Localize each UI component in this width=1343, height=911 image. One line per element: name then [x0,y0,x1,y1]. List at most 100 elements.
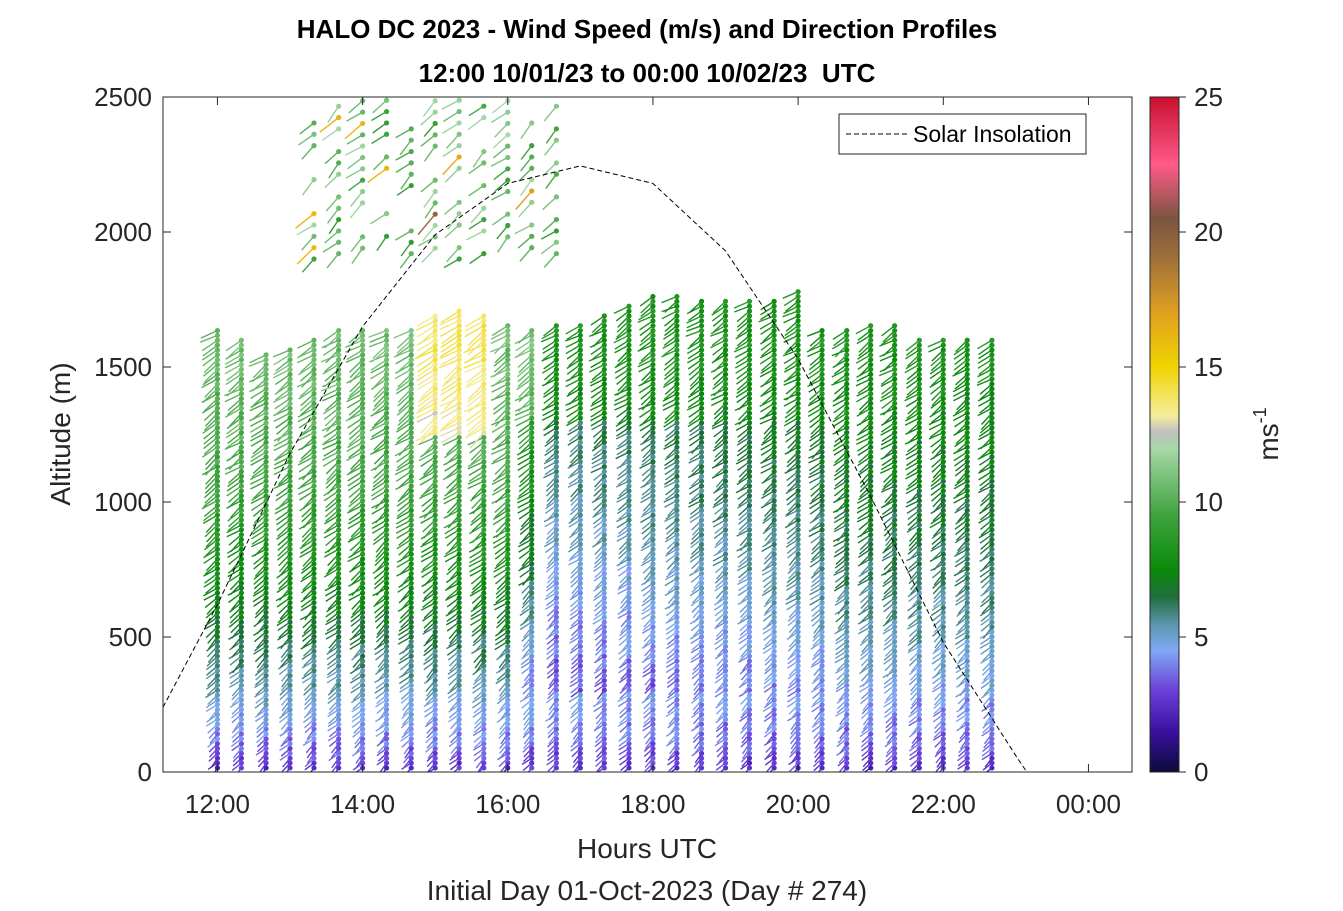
wind-barb-dot [674,595,680,601]
wind-barb-shaft [416,325,436,338]
wind-barb-dot [481,750,487,756]
wind-barb-shaft [518,432,533,445]
wind-barb-dot [601,741,607,747]
wind-barb-shaft [348,461,364,474]
wind-barb-dot [746,313,753,319]
wind-barb-dot [722,668,729,674]
wind-barb-dot [553,366,560,373]
wind-barb-shaft [204,461,218,476]
wind-barb-dot [771,357,777,363]
wind-barb-dot [505,750,511,756]
wind-barb-dot [626,687,632,693]
wind-barb-dot [626,726,632,732]
wind-barb-shaft [712,320,727,333]
wind-barb-dot [336,459,342,465]
wind-barb-dot [287,468,293,475]
wind-barb-dot [601,707,607,713]
wind-barb-shaft [347,475,363,487]
wind-barb-dot [360,415,366,421]
wind-barb-dot [553,434,560,441]
wind-barb-dot [553,381,560,387]
wind-barb-dot [674,366,680,373]
wind-barb-dot [577,493,583,499]
wind-barb-shaft [444,529,460,539]
wind-barb-dot [795,697,801,703]
wind-barb-shaft [326,466,340,481]
wind-barb-dot [795,415,801,421]
wind-barb-dot [238,454,244,460]
wind-barb-dot [674,342,680,348]
wind-barb-dot [263,648,269,654]
wind-barb-dot [771,464,777,470]
wind-barb-dot [601,405,607,411]
wind-barb-dot [287,512,293,518]
wind-barb-dot [481,473,487,479]
wind-barb-dot [795,420,801,426]
wind-barb-dot [481,731,487,737]
wind-barb-dot [311,668,317,674]
wind-barb-dot [819,575,825,582]
wind-barb-shaft [491,383,509,393]
wind-barb-shaft [464,363,485,373]
wind-barb-dot [383,342,390,348]
wind-barb-shaft [250,427,267,438]
wind-barb-dot [336,522,342,528]
wind-barb-shaft [444,553,460,563]
wind-barb-shaft [250,397,267,409]
wind-barb-dot [601,687,607,693]
wind-barb-dot [505,342,511,348]
wind-barb-dot [263,410,269,416]
wind-barb-dot [674,614,680,620]
wind-barb-shaft [566,407,581,418]
wind-barb-dot [360,512,366,518]
wind-barb-dot [505,760,511,766]
wind-barb-dot [432,376,438,382]
wind-barb-shaft [688,407,702,418]
wind-barb-dot [505,580,511,586]
wind-barb-dot [336,332,342,339]
wind-barb-dot [674,702,680,708]
wind-barb-shaft [297,407,315,418]
wind-barb-dot [383,449,390,455]
wind-barb-dot [360,342,366,348]
wind-barb-dot [844,556,850,562]
wind-barb-shaft [713,402,727,416]
wind-barb-shaft [440,378,460,392]
wind-barb-dot [626,308,632,314]
wind-barb-dot [795,400,801,407]
wind-barb-dot [746,517,753,523]
wind-barb-shaft [397,500,412,512]
wind-barb-dot [287,638,293,645]
wind-barb-dot [626,527,632,533]
wind-barb-shaft [445,606,460,617]
wind-barb-dot [674,663,680,669]
wind-barb-dot [263,493,269,499]
wind-barb-dot [263,449,269,455]
wind-barb-shaft [518,383,533,398]
wind-barb-dot [795,332,801,339]
wind-barb-dot [311,653,317,659]
wind-barb-shaft [253,485,267,499]
wind-barb-dot [481,604,487,611]
wind-barb-dot [432,459,438,465]
wind-barb-dot [674,425,680,431]
wind-barb-dot [383,570,390,577]
wind-barb-shaft [541,412,557,421]
wind-barb-dot [529,658,535,664]
wind-barb-shaft [224,465,242,475]
wind-barb-shaft [493,364,509,378]
wind-barb-dot [456,459,462,465]
wind-barb-shaft [375,558,388,572]
wind-barb-dot [626,677,632,684]
wind-barb-dot [698,604,705,611]
wind-barb-dot [722,541,729,547]
wind-barb-shaft [686,402,702,411]
wind-barb-dot [360,347,366,353]
wind-barb-dot [311,347,317,353]
wind-barb-dot [287,702,293,708]
wind-barb-dot [674,736,680,742]
wind-barb-shaft [518,359,533,374]
wind-barb-dot [311,405,317,411]
wind-barb-dot [432,590,438,596]
wind-barb-shaft [492,402,509,415]
